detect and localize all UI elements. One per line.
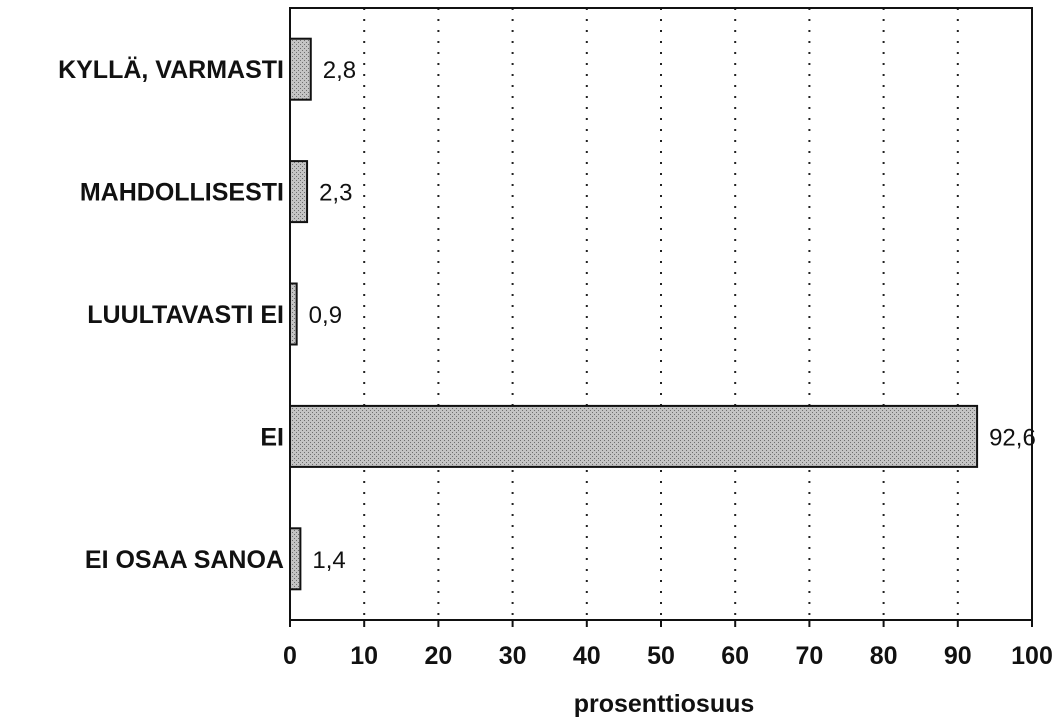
value-label-0: 2,8 xyxy=(323,57,356,84)
bars xyxy=(289,37,979,591)
category-label-3: EI xyxy=(260,423,284,451)
plot-frame xyxy=(289,7,1033,621)
value-label-1: 2,3 xyxy=(319,180,352,207)
x-tick-label-20: 20 xyxy=(424,642,452,670)
value-label-2: 0,9 xyxy=(309,302,342,329)
x-tick-label-60: 60 xyxy=(721,642,749,670)
x-tick-label-40: 40 xyxy=(573,642,601,670)
value-label-3: 92,6 xyxy=(989,424,1036,451)
category-labels: KYLLÄ, VARMASTI MAHDOLLISESTI LUULTAVASTI … xyxy=(58,56,284,574)
category-label-4: EI OSAA SANOA xyxy=(85,546,284,574)
category-label-2: LUULTAVASTI EI xyxy=(87,301,284,329)
value-labels: 2,8 2,3 0,9 92,6 1,4 xyxy=(309,57,1036,574)
x-tick-label-80: 80 xyxy=(870,642,898,670)
value-label-4: 1,4 xyxy=(312,547,345,574)
bar-0 xyxy=(289,37,312,101)
x-tick-labels: 0 10 20 30 40 50 60 70 80 90 100 xyxy=(283,642,1053,670)
bar-1 xyxy=(289,160,309,224)
x-tick-label-10: 10 xyxy=(350,642,378,670)
x-tick-label-30: 30 xyxy=(499,642,527,670)
bar-3 xyxy=(289,404,979,468)
category-label-1: MAHDOLLISESTI xyxy=(80,179,284,207)
category-label-0: KYLLÄ, VARMASTI xyxy=(58,56,284,84)
gridlines xyxy=(363,8,959,620)
bar-4 xyxy=(289,527,302,591)
bar-2 xyxy=(289,282,298,346)
x-tick-label-90: 90 xyxy=(944,642,972,670)
x-tick-label-50: 50 xyxy=(647,642,675,670)
x-tick-label-0: 0 xyxy=(283,642,297,670)
x-ticks xyxy=(289,620,1033,627)
x-tick-label-70: 70 xyxy=(795,642,823,670)
x-tick-label-100: 100 xyxy=(1011,642,1053,670)
x-axis-title: prosenttiosuus xyxy=(574,690,755,718)
